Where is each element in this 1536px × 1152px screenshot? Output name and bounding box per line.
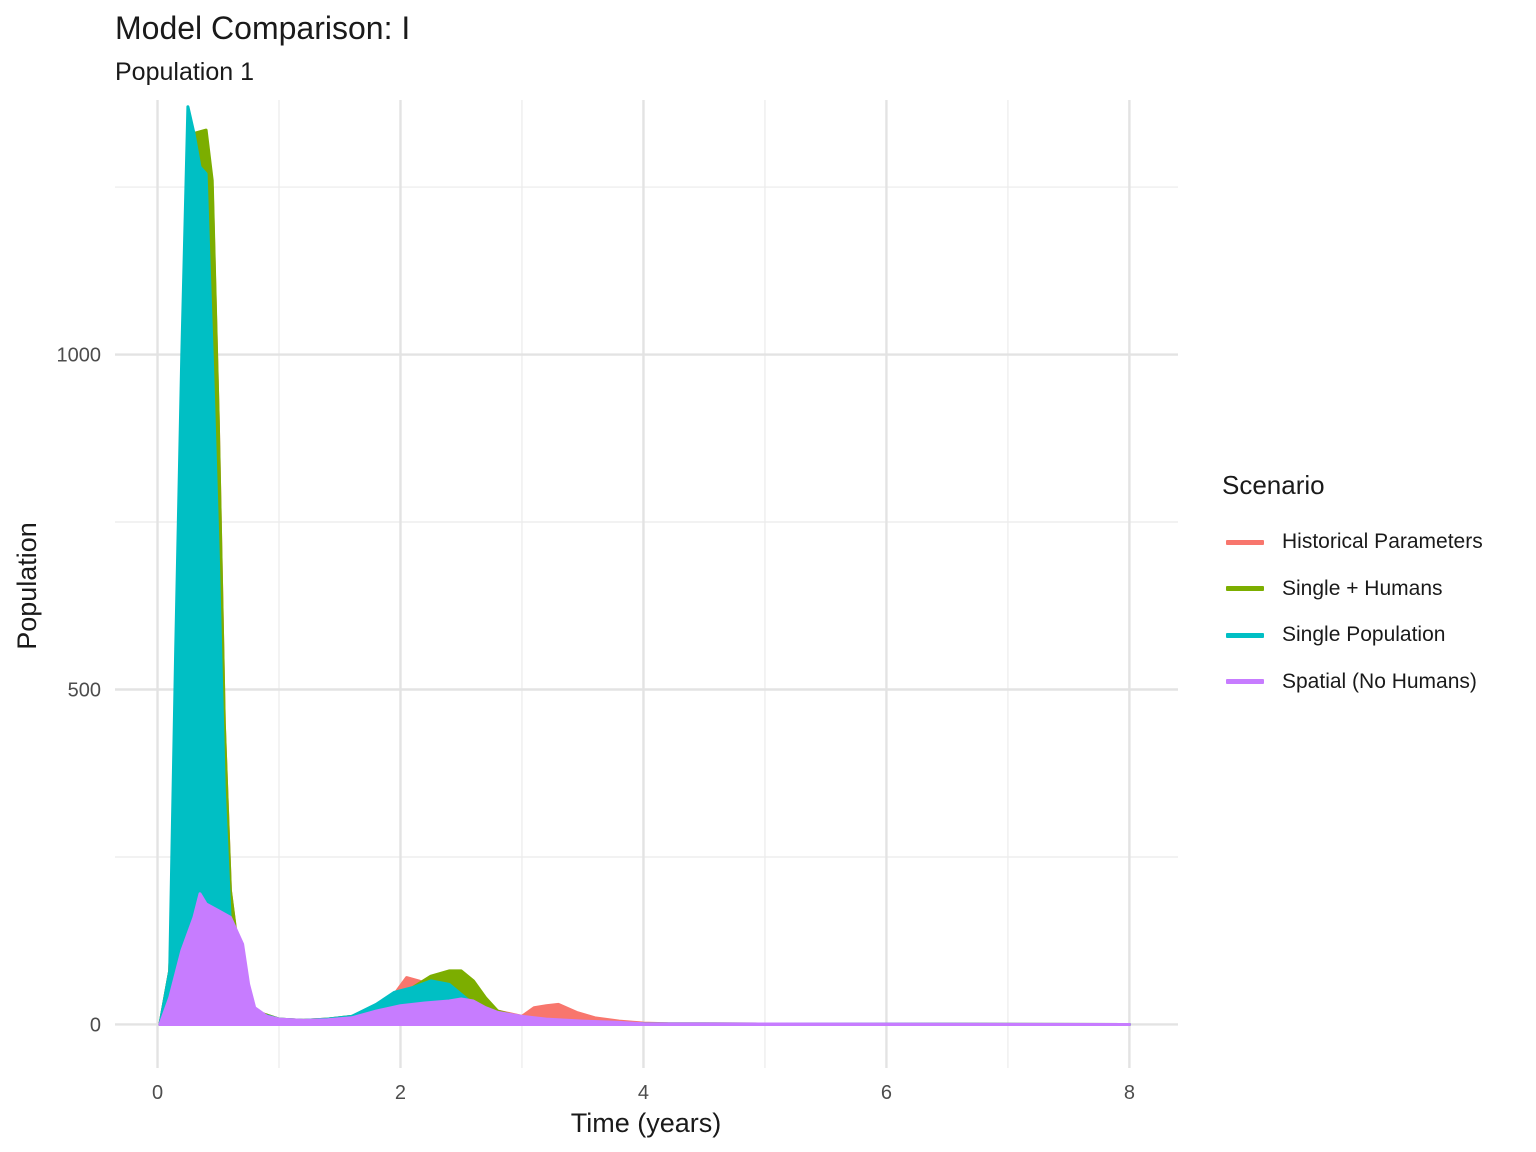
x-axis-title: Time (years): [571, 1108, 722, 1138]
legend-label: Historical Parameters: [1282, 530, 1483, 554]
legend-label: Single Population: [1282, 623, 1446, 647]
x-tick-label: 2: [395, 1082, 406, 1104]
chart-subtitle: Population 1: [115, 58, 255, 86]
legend-title: Scenario: [1222, 470, 1325, 500]
legend-label: Single + Humans: [1282, 576, 1443, 600]
legend: Scenario Historical Parameters Single + …: [1222, 470, 1483, 705]
x-tick-label: 0: [152, 1082, 163, 1104]
legend-key: [1226, 632, 1264, 638]
legend-item-single-humans: Single + Humans: [1222, 566, 1483, 613]
y-axis-ticks: 0 500 1000: [57, 345, 102, 1037]
x-tick-label: 4: [638, 1082, 649, 1104]
x-tick-label: 8: [1124, 1082, 1135, 1104]
chart-title: Model Comparison: I: [115, 10, 411, 46]
legend-key: [1226, 539, 1264, 545]
legend-item-single-population: Single Population: [1222, 612, 1483, 659]
legend-item-historical: Historical Parameters: [1222, 519, 1483, 566]
legend-item-spatial: Spatial (No Humans): [1222, 659, 1483, 706]
y-tick-label: 500: [68, 680, 101, 702]
y-tick-label: 1000: [57, 345, 102, 367]
y-axis-title: Population: [12, 522, 42, 650]
legend-key: [1226, 679, 1264, 685]
grid-lines: [115, 100, 1178, 1068]
series-area: [158, 892, 1131, 1026]
y-tick-label: 0: [90, 1014, 101, 1036]
legend-label: Spatial (No Humans): [1282, 669, 1477, 693]
series-layer: [158, 105, 1131, 1026]
x-axis-ticks: 0 2 4 6 8: [152, 1082, 1135, 1104]
x-tick-label: 6: [881, 1082, 892, 1104]
legend-key: [1226, 586, 1264, 592]
